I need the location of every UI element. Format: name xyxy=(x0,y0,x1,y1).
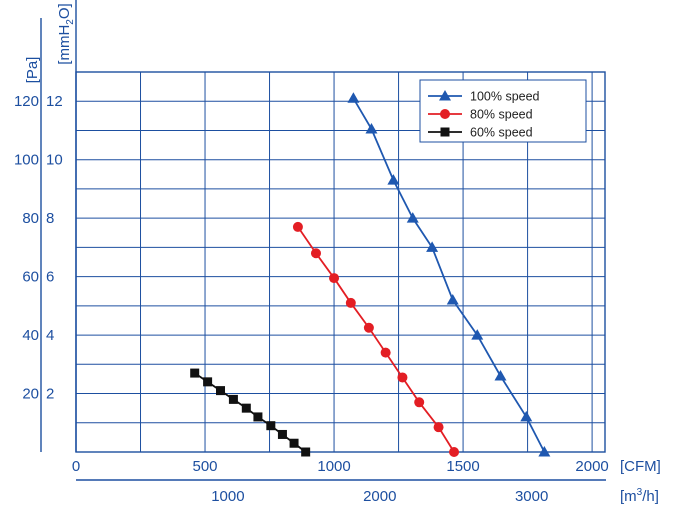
x-tick-label-cfm: 1000 xyxy=(317,458,350,475)
y-tick-label-pa: 40 xyxy=(22,327,39,344)
x-tick-label-m3h: 1000 xyxy=(211,488,244,505)
data-point xyxy=(345,297,356,308)
data-point xyxy=(253,412,263,422)
series-triangle xyxy=(347,92,551,457)
x-tick-label-cfm: 0 xyxy=(72,458,80,475)
x-tick-label-cfm: 500 xyxy=(193,458,218,475)
data-point xyxy=(414,397,425,408)
data-point xyxy=(228,394,238,404)
data-point xyxy=(449,447,460,457)
y-tick-label-mmh2o: 2 xyxy=(46,386,54,403)
legend-label: 100% speed xyxy=(470,90,540,104)
data-point xyxy=(520,410,533,422)
y-tick-label-pa: 100 xyxy=(14,152,39,169)
y-tick-label-mmh2o: 12 xyxy=(46,93,63,110)
series-line xyxy=(194,372,307,453)
data-point xyxy=(471,329,484,340)
y-tick-label-mmh2o: 10 xyxy=(46,152,63,169)
data-point xyxy=(426,241,439,252)
legend-marker xyxy=(440,109,450,119)
legend-marker xyxy=(439,90,451,101)
data-point xyxy=(301,447,311,457)
y-tick-label-pa: 60 xyxy=(22,269,39,286)
data-point xyxy=(310,248,321,259)
legend: 100% speed 80% speed 60% speed xyxy=(419,79,587,143)
data-point xyxy=(387,174,400,185)
data-point xyxy=(190,368,200,378)
grid-lines xyxy=(40,0,606,481)
data-point xyxy=(397,372,408,383)
data-point xyxy=(289,438,299,448)
axis-tick-labels: 0 500 1000 1500 2000 1000 2000 3000 2 4 6 8 10 12 20 40… xyxy=(14,93,609,505)
data-point xyxy=(347,92,360,103)
data-point xyxy=(292,221,303,232)
y-axis-unit-mmh2o: [mmH2O] xyxy=(56,3,76,64)
y-tick-label-mmh2o: 6 xyxy=(46,269,54,286)
legend-marker xyxy=(440,127,450,137)
y-tick-label-pa: 20 xyxy=(22,386,39,403)
x-axis-unit-cfm: [CFM] xyxy=(620,458,661,475)
data-point xyxy=(329,273,340,284)
y-tick-label-mmh2o: 4 xyxy=(46,327,54,344)
series-line xyxy=(352,97,546,453)
data-point xyxy=(365,123,378,134)
data-point xyxy=(538,446,551,457)
data-point xyxy=(406,212,419,223)
data-point xyxy=(216,386,226,396)
y-tick-label-mmh2o: 8 xyxy=(46,210,54,227)
x-tick-label-m3h: 2000 xyxy=(363,488,396,505)
data-point xyxy=(380,347,391,358)
data-point xyxy=(433,422,444,433)
y-tick-label-pa: 80 xyxy=(22,210,39,227)
y-tick-label-pa: 120 xyxy=(14,93,39,110)
data-point xyxy=(241,403,251,413)
x-axis-unit-m3h: [m3/h] xyxy=(620,487,659,505)
data-point xyxy=(494,370,507,381)
x-tick-label-m3h: 3000 xyxy=(515,488,548,505)
series-line xyxy=(297,226,455,453)
data-point xyxy=(363,322,374,333)
y-axis-unit-pa: [Pa] xyxy=(24,57,41,84)
legend-label: 80% speed xyxy=(470,108,533,122)
series-circle xyxy=(292,221,460,457)
x-tick-label-cfm: 1500 xyxy=(446,458,479,475)
data-point xyxy=(277,429,287,439)
series-square xyxy=(190,368,311,457)
x-tick-label-cfm: 2000 xyxy=(575,458,608,475)
axis-unit-labels: [CFM] [m3/h] [Pa] [mmH2O] xyxy=(24,3,661,505)
data-point xyxy=(203,377,213,387)
data-series xyxy=(190,92,551,457)
legend-label: 60% speed xyxy=(470,126,533,140)
data-point xyxy=(446,294,459,305)
data-point xyxy=(266,421,276,431)
